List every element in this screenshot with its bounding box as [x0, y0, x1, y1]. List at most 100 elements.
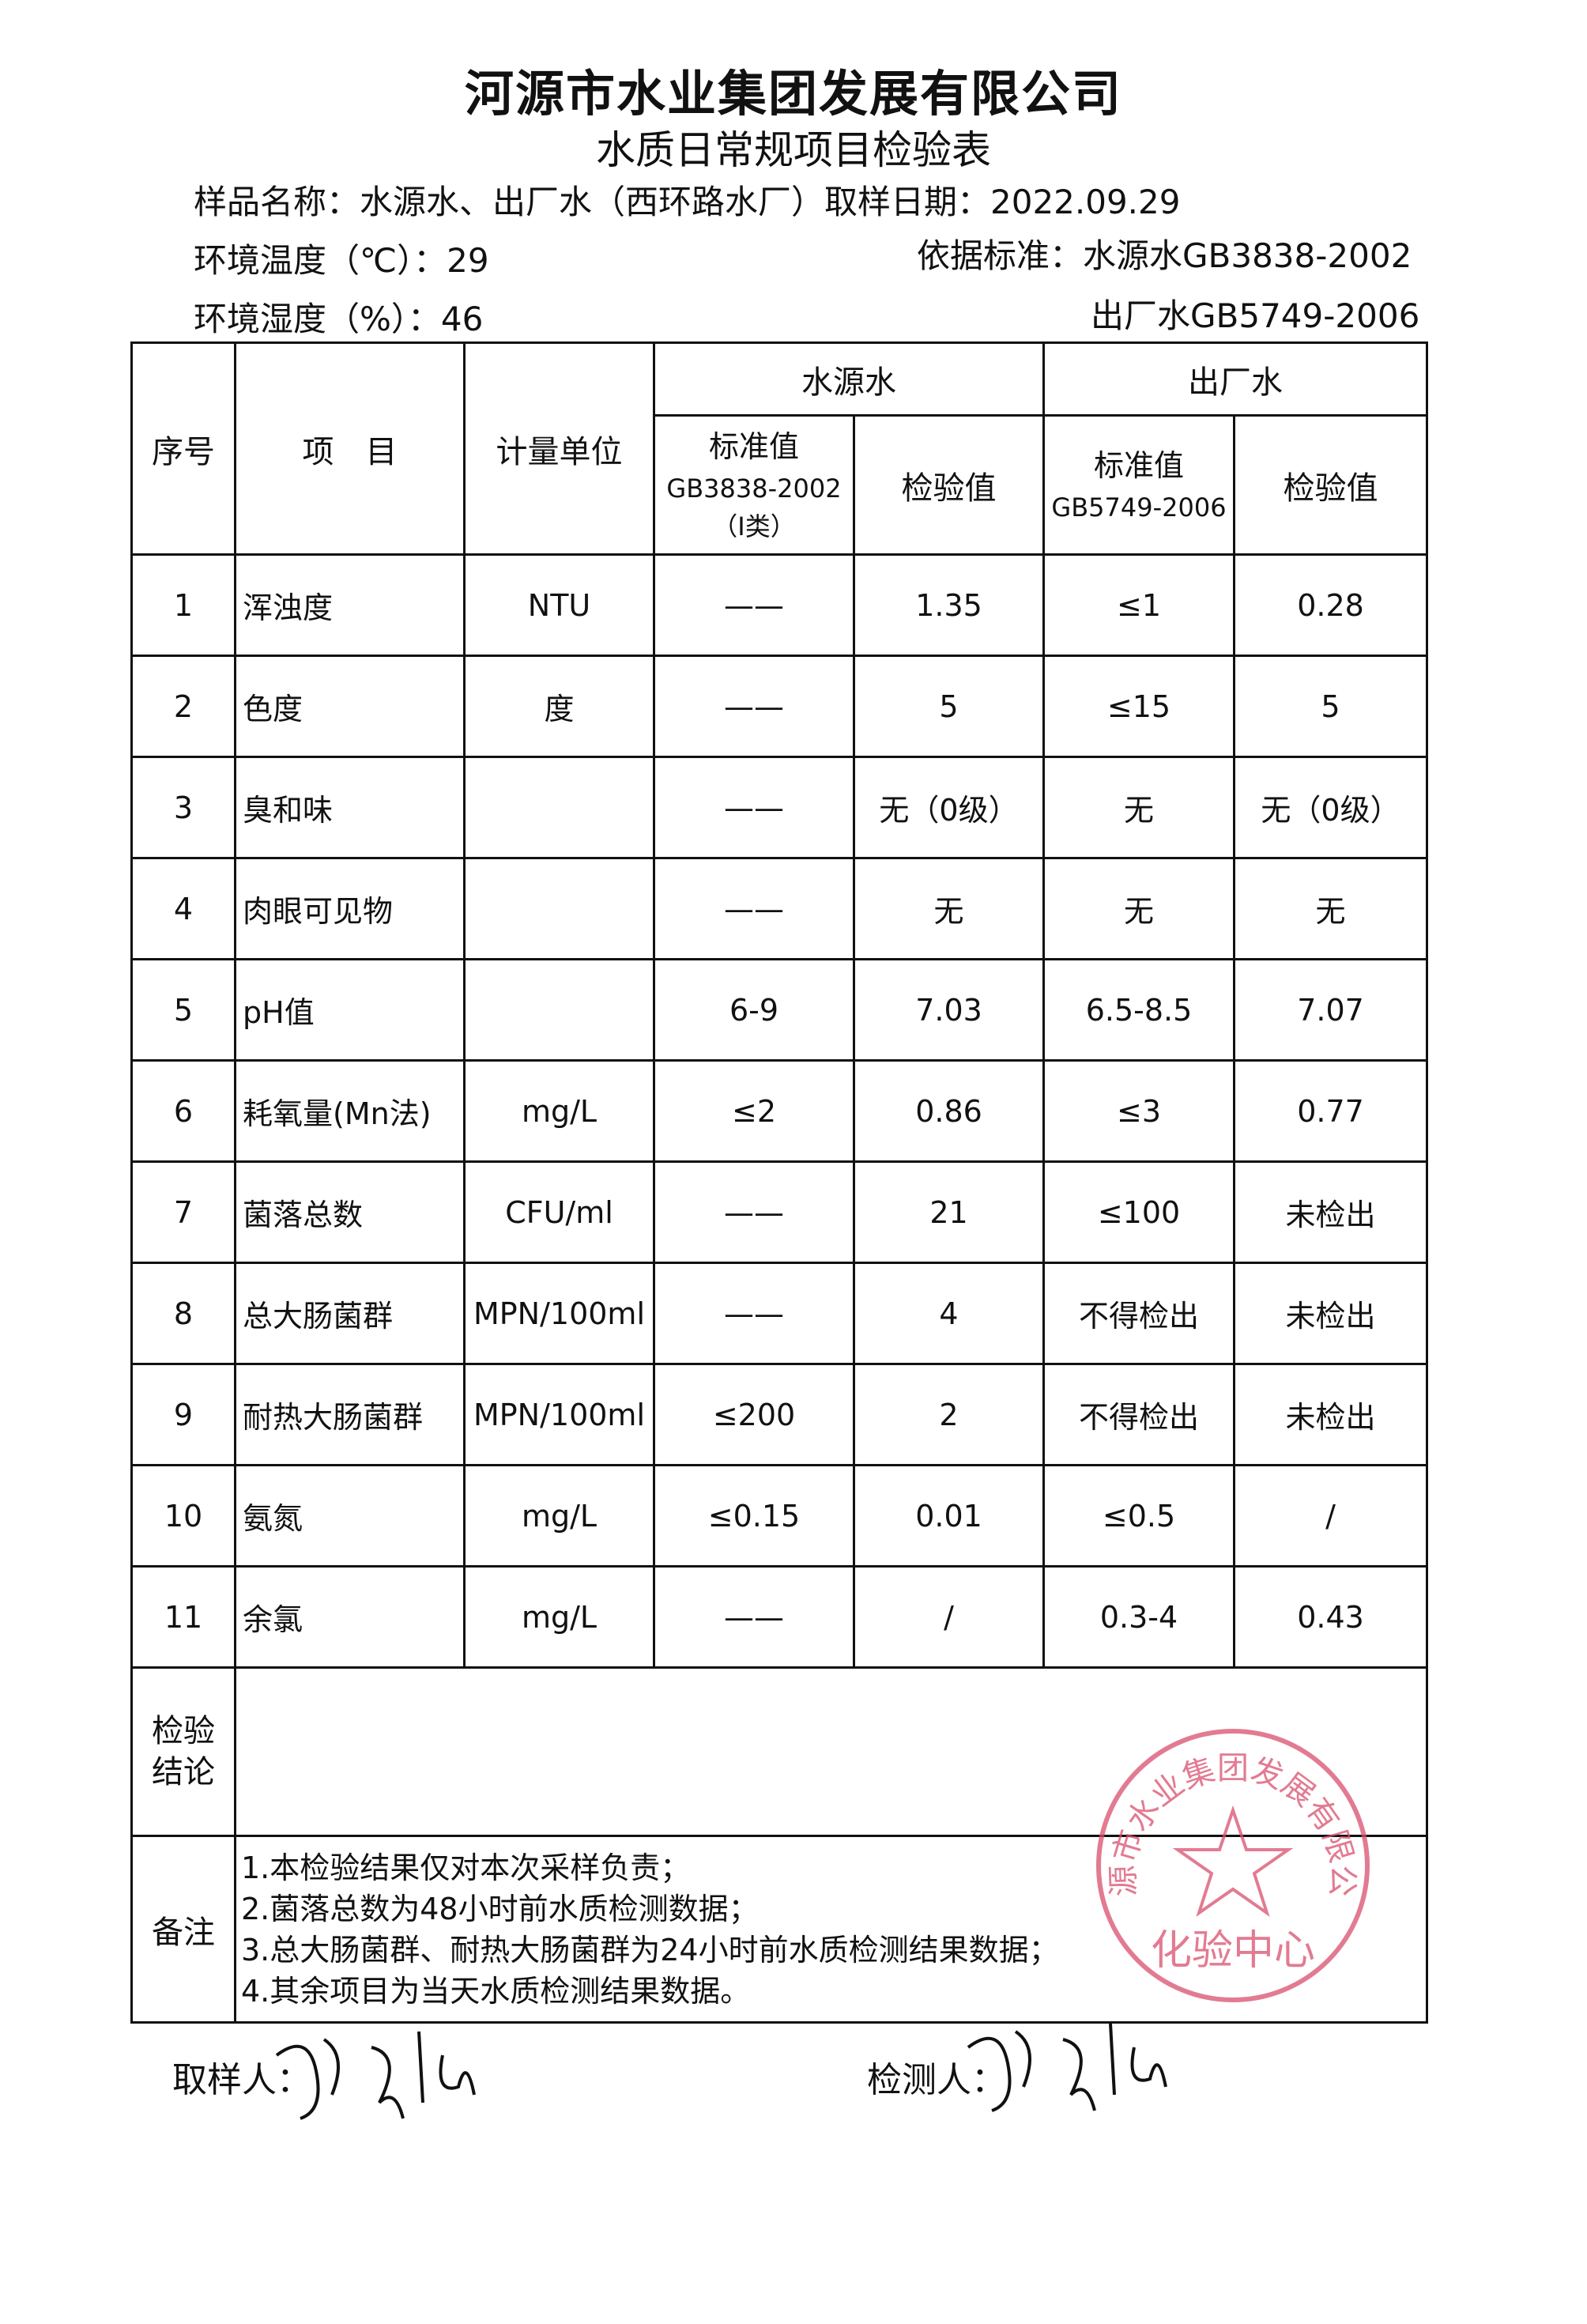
cell-source-standard: ——	[653, 553, 855, 657]
remark-2: 2.菌落总数为48小时前水质检测数据；	[241, 1891, 759, 1926]
cell-source-value: 1.35	[853, 553, 1045, 657]
header-source-water: 水源水	[653, 341, 1045, 417]
header-unit: 计量单位	[463, 341, 655, 556]
header-source-value: 检验值	[853, 414, 1045, 556]
cell-source-standard: ——	[653, 756, 855, 859]
cell-source-value: 4	[853, 1262, 1045, 1365]
cell-outlet-value: 无	[1233, 857, 1428, 960]
header-source-standard: 标准值 GB3838-2002 （Ⅰ类）	[653, 414, 855, 556]
cell-source-standard: ——	[653, 1262, 855, 1365]
cell-unit: CFU/ml	[463, 1160, 655, 1264]
cell-source-value: 无	[853, 857, 1045, 960]
cell-no: 9	[130, 1363, 236, 1466]
table-row: 11 余氯 mg/L ——/0.3-4 0.43	[130, 1565, 1428, 1669]
cell-outlet-value: /	[1233, 1464, 1428, 1568]
cell-source-value: 7.03	[853, 958, 1045, 1062]
cell-no: 7	[130, 1160, 236, 1264]
table-row: 1 浑浊度 NTU —— 1.35 ≤1 0.28	[130, 553, 1428, 657]
cell-outlet-standard: ≤15	[1042, 655, 1235, 758]
cell-unit: MPN/100ml	[463, 1262, 655, 1365]
cell-outlet-standard: 无	[1042, 857, 1235, 960]
cell-source-value: 5	[853, 655, 1045, 758]
cell-source-standard: ——	[653, 1565, 855, 1669]
cell-unit: mg/L	[463, 1464, 655, 1568]
cell-source-standard: 6-9	[653, 958, 855, 1062]
cell-outlet-standard: 0.3-4	[1042, 1565, 1235, 1669]
cell-source-value: 无（0级）	[853, 756, 1045, 859]
table-row: 8 总大肠菌群 MPN/100ml —— 4 不得检出 未检出	[130, 1262, 1428, 1365]
table-row: 10 氨氮 mg/L ≤0.15 0.01 ≤0.5/	[130, 1464, 1428, 1568]
standard-source: 依据标准：水源水GB3838-2002	[917, 236, 1412, 275]
cell-outlet-value: 0.77	[1233, 1059, 1428, 1163]
sampler-label: 取样人：	[172, 2060, 311, 2100]
cell-outlet-standard: ≤3	[1042, 1059, 1235, 1163]
cell-outlet-standard: ≤1	[1042, 553, 1235, 657]
header-outlet-standard: 标准值 GB5749-2006	[1042, 414, 1235, 556]
sample-name: 样品名称：水源水、出厂水（西环路水厂）取样日期：2022.09.29	[194, 183, 1181, 221]
cell-no: 1	[130, 553, 236, 657]
cell-unit	[463, 756, 655, 859]
cell-unit	[463, 857, 655, 960]
cell-no: 6	[130, 1059, 236, 1163]
table-row: 6 耗氧量(Mn法) mg/L ≤2 0.86 ≤3 0.77	[130, 1059, 1428, 1163]
table-row: 3 臭和味 —— 无（0级）无无（0级）	[130, 756, 1428, 859]
official-stamp: 河源市水业集团发展有限公司 化验中心	[1091, 1723, 1370, 2002]
cell-source-standard: ≤200	[653, 1363, 855, 1466]
header-outlet-water: 出厂水	[1042, 341, 1428, 417]
cell-outlet-standard: 无	[1042, 756, 1235, 859]
tester-signature	[967, 2023, 1167, 2112]
cell-outlet-standard: ≤100	[1042, 1160, 1235, 1264]
sampler-signature	[275, 2031, 476, 2120]
stamp-ring	[1096, 1729, 1370, 2002]
cell-item: 肉眼可见物	[234, 857, 466, 960]
cell-source-value: 2	[853, 1363, 1045, 1466]
cell-unit: mg/L	[463, 1059, 655, 1163]
temperature: 环境温度（℃）：29	[194, 241, 489, 280]
cell-no: 4	[130, 857, 236, 960]
cell-item: 余氯	[234, 1565, 466, 1669]
cell-unit: mg/L	[463, 1565, 655, 1669]
cell-source-value: 0.01	[853, 1464, 1045, 1568]
cell-outlet-standard: 不得检出	[1042, 1262, 1235, 1365]
cell-no: 11	[130, 1565, 236, 1669]
cell-outlet-value: 5	[1233, 655, 1428, 758]
conclusion-label-text: 检验结论	[152, 1713, 215, 1790]
cell-source-standard: ——	[653, 1160, 855, 1264]
cell-outlet-standard: 6.5-8.5	[1042, 958, 1235, 1062]
cell-source-value: /	[853, 1565, 1045, 1669]
cell-outlet-value: 无（0级）	[1233, 756, 1428, 859]
cell-outlet-value: 未检出	[1233, 1363, 1428, 1466]
cell-outlet-value: 7.07	[1233, 958, 1428, 1062]
cell-source-standard: ——	[653, 857, 855, 960]
table-row: 4 肉眼可见物 —— 无无无	[130, 857, 1428, 960]
cell-item: 总大肠菌群	[234, 1262, 466, 1365]
cell-unit: MPN/100ml	[463, 1363, 655, 1466]
cell-unit: NTU	[463, 553, 655, 657]
cell-source-value: 21	[853, 1160, 1045, 1264]
cell-source-standard: ≤2	[653, 1059, 855, 1163]
cell-outlet-value: 0.28	[1233, 553, 1428, 657]
outlet-std-code: GB5749-2006	[1051, 492, 1227, 523]
remark-4: 4.其余项目为当天水质检测结果数据。	[241, 1973, 751, 2009]
stamp-outer-text: 河源市水业集团发展有限公司	[1091, 1723, 1361, 1897]
cell-unit: 度	[463, 655, 655, 758]
tester-label: 检测人：	[867, 2060, 1006, 2100]
conclusion-label: 检验结论	[130, 1666, 236, 1837]
cell-source-standard: ——	[653, 655, 855, 758]
cell-item: 耗氧量(Mn法)	[234, 1059, 466, 1163]
cell-item: 菌落总数	[234, 1160, 466, 1264]
cell-item: 臭和味	[234, 756, 466, 859]
outlet-std-label: 标准值	[1093, 448, 1184, 483]
cell-item: pH值	[234, 958, 466, 1062]
form-title: 水质日常规项目检验表	[596, 127, 991, 173]
cell-item: 浑浊度	[234, 553, 466, 657]
table-row: 7 菌落总数 CFU/ml —— 21 ≤100 未检出	[130, 1160, 1428, 1264]
cell-source-standard: ≤0.15	[653, 1464, 855, 1568]
cell-item: 氨氮	[234, 1464, 466, 1568]
source-std-class: （Ⅰ类）	[712, 511, 796, 541]
table-row: 9 耐热大肠菌群 MPN/100ml ≤200 2 不得检出 未检出	[130, 1363, 1428, 1466]
remark-3: 3.总大肠菌群、耐热大肠菌群为24小时前水质检测结果数据；	[241, 1932, 1059, 1967]
inspection-table: 序号 项 目 计量单位 水源水 出厂水 标准值 GB3838-2002 （Ⅰ类）…	[130, 341, 1428, 2024]
table-row: 5 pH值 6-9 7.03 6.5-8.5 7.07	[130, 958, 1428, 1062]
humidity: 环境湿度（%）：46	[194, 300, 484, 338]
